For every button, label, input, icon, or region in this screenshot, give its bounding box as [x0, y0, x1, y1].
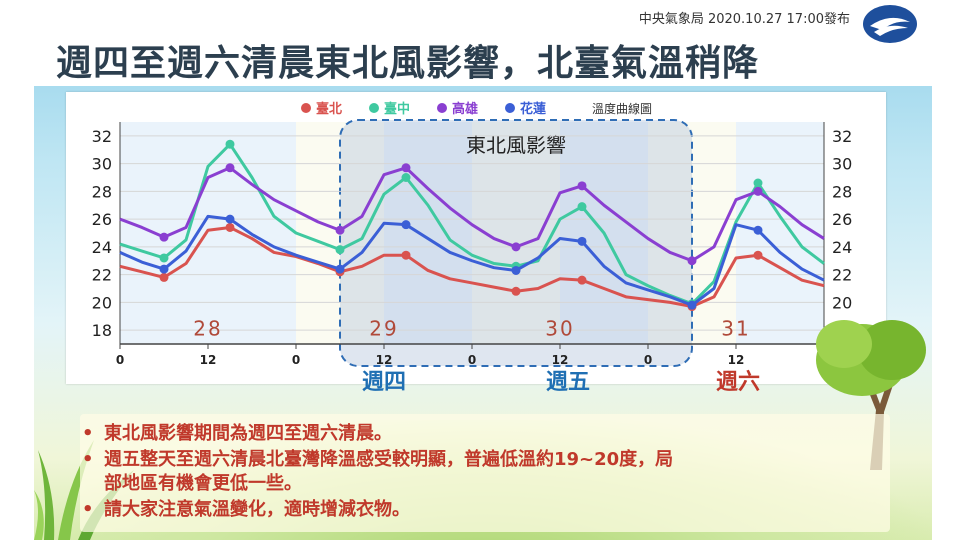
- tree-illustration-icon: [816, 320, 926, 470]
- series-point-臺北: [753, 250, 763, 260]
- cwb-logo-icon: [863, 5, 917, 43]
- y-tick-label-right: 28: [832, 182, 852, 201]
- series-point-高雄: [511, 242, 521, 252]
- date-label: 28: [193, 317, 222, 341]
- y-tick-label-right: 20: [832, 293, 852, 312]
- series-point-花蓮: [225, 214, 235, 224]
- x-tick-label: 12: [728, 353, 745, 367]
- series-point-花蓮: [753, 225, 763, 235]
- issuer-date: 中央氣象局 2020.10.27 17:00發布: [638, 12, 850, 27]
- y-tick-label-left: 20: [92, 293, 112, 312]
- series-point-花蓮: [401, 220, 411, 230]
- series-point-臺中: [577, 202, 587, 212]
- x-tick-label: 0: [292, 353, 300, 367]
- series-point-花蓮: [577, 236, 587, 246]
- legend-label-花蓮: 花蓮: [520, 101, 546, 117]
- legend-marker-高雄: [437, 103, 447, 113]
- series-point-臺中: [401, 173, 411, 182]
- top-band: [0, 0, 960, 86]
- y-tick-label-left: 28: [92, 182, 112, 201]
- legend-marker-花蓮: [505, 103, 515, 113]
- notes-box: • 東北風影響期間為週四至週六清晨。 • 週五整天至週六清晨北臺灣降溫感受較明顯，普…: [80, 414, 890, 532]
- temperature-chart: 東北風影響18182020222224242626282830303232012…: [92, 101, 852, 367]
- series-point-花蓮: [511, 265, 521, 275]
- series-point-高雄: [577, 181, 587, 191]
- series-point-高雄: [335, 225, 345, 235]
- date-label: 29: [369, 317, 398, 341]
- day-shade-3: [384, 122, 472, 344]
- legend-marker-臺北: [301, 103, 311, 113]
- series-point-臺中: [335, 245, 345, 255]
- y-tick-label-left: 26: [92, 210, 112, 229]
- date-label: 31: [721, 317, 750, 341]
- series-point-臺中: [159, 253, 169, 263]
- x-tick-label: 12: [200, 353, 217, 367]
- highlight-annotation: 東北風影響: [466, 133, 566, 157]
- series-line-高雄: [119, 166, 825, 263]
- date-label: 30: [545, 317, 574, 341]
- legend-note: 溫度曲線圖: [592, 101, 652, 116]
- right-margin: [932, 0, 960, 540]
- series-point-花蓮: [159, 264, 169, 274]
- y-tick-label-left: 24: [92, 238, 112, 257]
- x-tick-label: 0: [116, 353, 124, 367]
- legend-marker-臺中: [369, 103, 379, 113]
- legend-label-臺北: 臺北: [316, 101, 342, 117]
- temperature-chart-panel: 東北風影響18182020222224242626282830303232012…: [66, 92, 886, 384]
- y-tick-label-left: 30: [92, 155, 112, 174]
- series-point-臺北: [577, 275, 587, 285]
- series-point-高雄: [401, 163, 411, 173]
- y-tick-label-right: 22: [832, 266, 852, 285]
- series-point-花蓮: [687, 300, 697, 310]
- x-tick-label: 0: [644, 353, 652, 367]
- day-shade-7: [736, 122, 824, 344]
- day-label-thursday: 週四: [362, 370, 407, 395]
- series-point-高雄: [753, 186, 763, 196]
- day-label-friday: 週五: [546, 370, 591, 395]
- day-label-saturday: 週六: [716, 370, 761, 395]
- series-point-高雄: [687, 256, 697, 266]
- series-line-臺中: [119, 142, 825, 306]
- series-line-花蓮: [119, 214, 825, 307]
- series-line-臺北: [119, 225, 825, 309]
- series-point-花蓮: [335, 264, 345, 274]
- y-tick-label-right: 32: [832, 127, 852, 146]
- y-tick-label-right: 26: [832, 210, 852, 229]
- note-2: • 週五整天至週六清晨北臺灣降溫感受較明顯，普遍低溫約19~20度，局: [82, 449, 674, 470]
- series-point-高雄: [159, 232, 169, 242]
- y-tick-label-right: 30: [832, 155, 852, 174]
- x-tick-label: 12: [376, 353, 393, 367]
- series-point-高雄: [225, 163, 235, 173]
- y-tick-label-left: 22: [92, 266, 112, 285]
- series-point-臺北: [511, 286, 521, 296]
- legend-label-高雄: 高雄: [452, 101, 478, 117]
- series-point-臺北: [159, 272, 169, 282]
- note-1: • 東北風影響期間為週四至週六清晨。: [82, 423, 392, 444]
- y-tick-label-left: 18: [92, 321, 112, 340]
- series-point-臺中: [753, 178, 763, 188]
- series-point-臺北: [225, 222, 235, 232]
- series-point-臺中: [225, 139, 235, 149]
- note-2-continued: 部地區有機會更低一些。: [104, 473, 302, 494]
- page-title: 週四至週六清晨東北風影響，北臺氣溫稍降: [56, 43, 760, 84]
- x-tick-label: 0: [468, 353, 476, 367]
- y-tick-label-right: 24: [832, 238, 852, 257]
- y-tick-label-left: 32: [92, 127, 112, 146]
- series-point-臺北: [401, 250, 411, 260]
- legend-label-臺中: 臺中: [384, 101, 410, 117]
- left-margin: [0, 0, 34, 540]
- note-3: • 請大家注意氣溫變化，適時增減衣物。: [82, 499, 410, 520]
- x-tick-label: 12: [552, 353, 569, 367]
